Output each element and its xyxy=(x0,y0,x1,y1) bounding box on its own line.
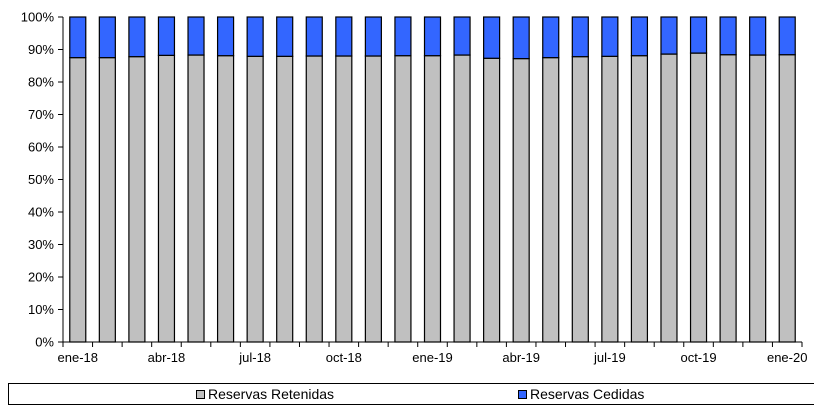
bar-retained xyxy=(335,55,353,343)
bar-retained xyxy=(542,57,560,343)
y-axis: 0% 10% 20% 30% 40% 50% 60% 70% 80% 90% 100% xyxy=(21,10,64,350)
y-tick-label: 70% xyxy=(28,107,54,122)
legend-label-ceded: Reservas Cedidas xyxy=(530,386,645,402)
bar-retained xyxy=(98,57,116,343)
bar-ceded xyxy=(453,16,471,56)
x-tick-label: ene-18 xyxy=(58,350,98,365)
bar-ceded xyxy=(660,16,678,55)
y-tick-label: 80% xyxy=(28,75,54,90)
bar-ceded xyxy=(157,16,176,56)
bar-retained xyxy=(187,54,205,343)
bar-retained xyxy=(157,54,176,343)
y-tick-label: 0% xyxy=(35,335,54,350)
y-tick-label: 30% xyxy=(28,237,54,252)
x-tick-label: abr-18 xyxy=(148,350,186,365)
bar-ceded xyxy=(601,16,619,57)
x-tick-label: ene-20 xyxy=(767,350,807,365)
bar-ceded xyxy=(335,16,353,57)
bar-ceded xyxy=(216,16,235,57)
bar-ceded xyxy=(394,16,412,57)
bar-retained xyxy=(689,52,708,343)
bar-ceded xyxy=(187,16,205,56)
bar-ceded xyxy=(512,16,530,60)
bar-ceded xyxy=(749,16,767,56)
chart-legend: Reservas Retenidas Reservas Cedidas xyxy=(8,383,814,405)
x-tick-label: abr-19 xyxy=(502,350,540,365)
bar-ceded xyxy=(98,16,116,59)
bar-retained xyxy=(571,56,589,343)
bar-ceded xyxy=(630,16,649,57)
bar-ceded xyxy=(276,16,294,57)
bar-ceded xyxy=(483,16,501,59)
bar-retained xyxy=(660,53,678,343)
bar-retained xyxy=(276,55,294,343)
bar-ceded xyxy=(305,16,323,57)
legend-swatch-retained xyxy=(196,389,205,399)
legend-item-retained: Reservas Retenidas xyxy=(196,386,334,402)
bar-retained xyxy=(719,54,737,343)
x-axis: ene-18 abr-18 jul-18 oct-18 ene-19 abr-19 jul-… xyxy=(58,341,807,365)
y-tick-label: 90% xyxy=(28,42,54,57)
y-tick-label: 50% xyxy=(28,172,54,187)
bar-retained xyxy=(128,56,146,343)
bar-retained xyxy=(512,57,530,343)
bar-retained xyxy=(423,55,442,343)
x-tick-label: jul-18 xyxy=(238,350,271,365)
bar-retained xyxy=(778,54,796,343)
bar-retained xyxy=(69,57,87,343)
bar-ceded xyxy=(719,16,737,56)
bar-ceded xyxy=(571,16,589,58)
x-tick-label: ene-19 xyxy=(412,350,452,365)
bar-ceded xyxy=(364,16,382,57)
bar-retained xyxy=(483,57,501,343)
bar-retained xyxy=(630,55,649,343)
bar-retained xyxy=(364,55,382,343)
bar-retained xyxy=(216,55,235,343)
y-tick-label: 20% xyxy=(28,270,54,285)
bar-retained xyxy=(305,55,323,343)
bar-ceded xyxy=(128,16,146,58)
x-tick-label: oct-18 xyxy=(326,350,362,365)
bar-ceded xyxy=(542,16,560,59)
bar-retained xyxy=(394,55,412,343)
y-tick-label: 100% xyxy=(21,10,55,25)
bar-ceded xyxy=(246,16,264,57)
x-tick-label: oct-19 xyxy=(680,350,716,365)
bar-retained xyxy=(749,54,767,343)
bar-ceded xyxy=(423,16,442,57)
y-tick-label: 60% xyxy=(28,140,54,155)
legend-swatch-ceded xyxy=(518,389,527,399)
bar-ceded xyxy=(69,16,87,59)
legend-label-retained: Reservas Retenidas xyxy=(208,386,335,402)
bar-retained xyxy=(246,55,264,343)
bar-retained xyxy=(453,54,471,343)
bar-ceded xyxy=(689,16,708,54)
bar-ceded xyxy=(778,16,796,56)
bar-retained xyxy=(601,55,619,343)
y-tick-label: 40% xyxy=(28,205,54,220)
stacked-bar-chart: 0% 10% 20% 30% 40% 50% 60% 70% 80% 90% 100% ene-18… xyxy=(21,10,808,366)
bars xyxy=(69,16,796,343)
x-tick-label: jul-19 xyxy=(593,350,626,365)
y-tick-label: 10% xyxy=(28,302,54,317)
legend-item-ceded: Reservas Cedidas xyxy=(518,386,644,402)
